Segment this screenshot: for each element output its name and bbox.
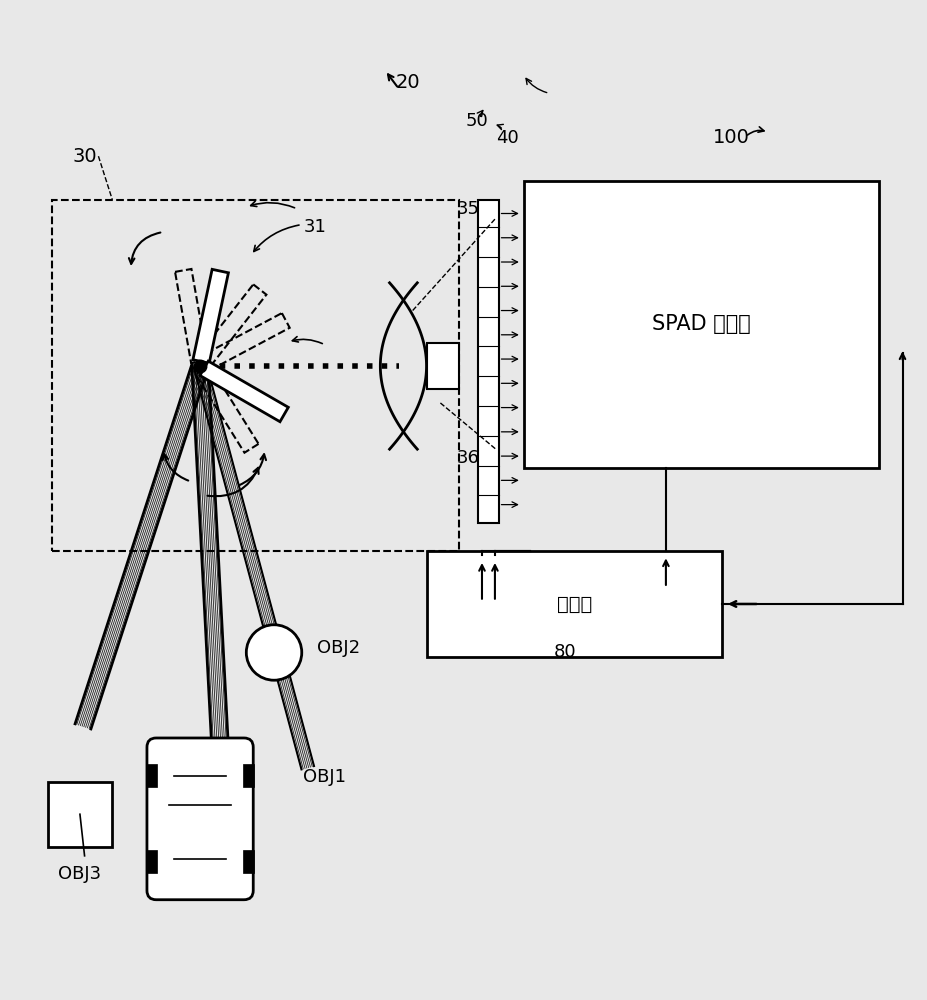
Polygon shape (193, 269, 228, 363)
Bar (426, 551, 722, 657)
Text: 控制器: 控制器 (557, 594, 592, 613)
Text: OBJ1: OBJ1 (303, 768, 347, 786)
Bar (146, 850, 158, 873)
Text: 40: 40 (497, 129, 519, 147)
Text: 30: 30 (72, 147, 97, 166)
Text: 36: 36 (457, 449, 479, 467)
Bar (243, 764, 254, 787)
Text: SPAD 计算器: SPAD 计算器 (652, 314, 751, 334)
Bar (524, 181, 880, 468)
Text: 80: 80 (553, 643, 577, 661)
Text: 50: 50 (465, 112, 488, 130)
Text: OBJ2: OBJ2 (317, 639, 361, 657)
Text: 31: 31 (304, 218, 327, 236)
Polygon shape (200, 361, 288, 422)
Text: 20: 20 (396, 73, 420, 92)
Bar (146, 764, 158, 787)
Bar (426, 343, 459, 389)
Bar (52, 200, 459, 551)
Bar (478, 200, 499, 523)
Text: 100: 100 (713, 128, 750, 147)
Circle shape (247, 625, 302, 680)
FancyBboxPatch shape (147, 738, 253, 900)
Bar (47, 782, 112, 847)
Text: OBJ3: OBJ3 (58, 865, 102, 883)
Bar (243, 850, 254, 873)
Text: 35: 35 (457, 200, 479, 218)
